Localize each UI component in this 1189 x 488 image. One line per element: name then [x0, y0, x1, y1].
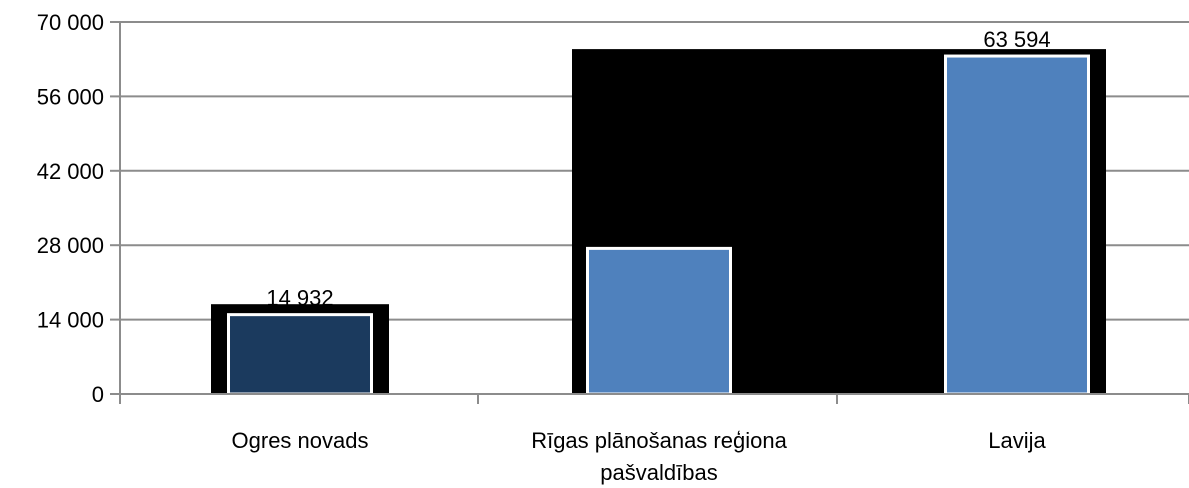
category-label: Ogres novads: [232, 428, 369, 453]
data-label: 14 932: [266, 286, 333, 311]
category-label: Lavija: [988, 428, 1046, 453]
y-tick-label: 0: [92, 382, 104, 407]
bar: [944, 54, 1090, 396]
bars: [227, 54, 1090, 396]
labels: 0 14 000 28 000 42 000 56 000 70 000 14 932 63 …: [37, 10, 1051, 485]
y-tick-label: 56 000: [37, 84, 104, 109]
y-tick-label: 70 000: [37, 10, 104, 35]
y-tick-label: 14 000: [37, 308, 104, 333]
y-tick-label: 28 000: [37, 233, 104, 258]
category-label: Rīgas plānošanas reģiona pašvaldības: [531, 428, 787, 485]
bar: [227, 313, 373, 396]
bar: [586, 246, 732, 396]
y-tick-label: 42 000: [37, 159, 104, 184]
axes: [110, 21, 1189, 404]
data-label: 63 594: [983, 27, 1050, 52]
